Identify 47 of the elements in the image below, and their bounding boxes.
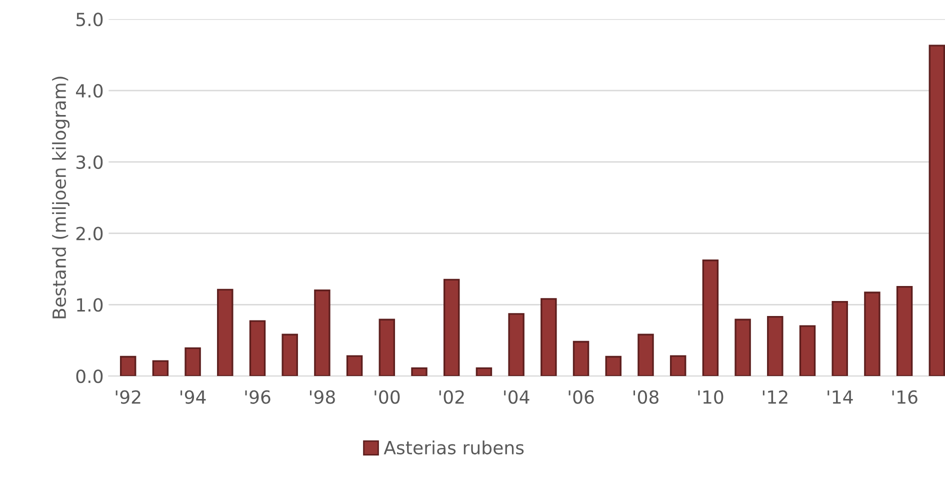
bar bbox=[282, 334, 298, 376]
bar bbox=[378, 318, 396, 376]
bar bbox=[864, 292, 880, 376]
x-tick-label: '02 bbox=[439, 390, 464, 404]
y-tick-label: 0.0 bbox=[76, 369, 103, 384]
bar bbox=[605, 356, 622, 376]
x-tick-label: '04 bbox=[504, 390, 530, 404]
x-tick-label: '12 bbox=[762, 390, 788, 404]
y-tick-label: 4.0 bbox=[76, 84, 103, 98]
bar bbox=[670, 355, 686, 376]
bar bbox=[799, 325, 816, 376]
bar bbox=[346, 355, 363, 376]
x-tick-label: '08 bbox=[634, 390, 658, 404]
x-tick-label: '16 bbox=[892, 390, 918, 404]
bar bbox=[638, 334, 654, 376]
x-tick-label: '92 bbox=[116, 390, 140, 404]
x-tick-label: '10 bbox=[698, 390, 724, 404]
bar bbox=[476, 367, 492, 376]
bar bbox=[896, 286, 913, 376]
bar bbox=[152, 360, 169, 376]
bar bbox=[444, 278, 460, 376]
x-tick-label: '94 bbox=[180, 390, 206, 404]
y-tick-label: 2.0 bbox=[76, 226, 103, 240]
y-axis-title: Bestand (miljoen kilogram) bbox=[52, 76, 70, 318]
y-tick-label: 1.0 bbox=[77, 298, 103, 312]
bar bbox=[120, 356, 136, 376]
y-tick-label: 5.0 bbox=[76, 12, 103, 26]
bar bbox=[411, 367, 428, 376]
bar bbox=[572, 340, 590, 376]
x-tick-label: '00 bbox=[374, 390, 400, 404]
bar bbox=[702, 260, 719, 376]
bar bbox=[508, 313, 524, 376]
y-tick-label: 3.0 bbox=[76, 155, 103, 170]
legend-label: Asterias rubens bbox=[384, 440, 524, 454]
x-tick-label: '98 bbox=[310, 390, 335, 404]
bar bbox=[249, 320, 266, 376]
bar bbox=[540, 298, 557, 376]
bar bbox=[767, 316, 784, 376]
bar bbox=[314, 290, 330, 376]
bar bbox=[217, 288, 234, 376]
bar bbox=[832, 300, 848, 376]
bar bbox=[184, 347, 201, 376]
x-tick-label: '06 bbox=[568, 390, 594, 404]
bar bbox=[928, 44, 945, 376]
bar bbox=[734, 318, 751, 376]
x-tick-label: '96 bbox=[245, 390, 270, 404]
x-tick-label: '14 bbox=[828, 390, 853, 404]
